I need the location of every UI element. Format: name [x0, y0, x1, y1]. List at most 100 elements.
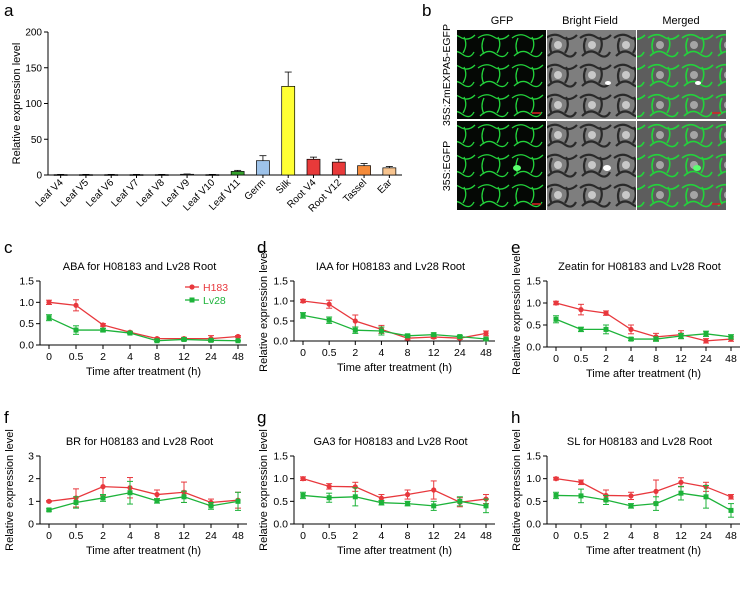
panel-letter-g: g [257, 408, 266, 427]
data-point-h183 [300, 476, 306, 482]
series-line-lv28 [555, 318, 732, 340]
x-tick-label: 8 [653, 530, 659, 542]
data-point-lv28 [352, 494, 358, 500]
data-point-lv28 [46, 315, 52, 321]
legend-label: H183 [203, 282, 228, 294]
column-label-merged: Merged [662, 15, 699, 27]
data-point-h183 [100, 322, 106, 328]
data-point-lv28 [154, 498, 160, 504]
x-tick-label: 0.5 [322, 347, 337, 359]
series-line-lv28 [555, 492, 732, 511]
brightfield-spot-zmexpa5 [605, 81, 611, 85]
data-point-h183 [73, 302, 79, 308]
image-brightfield-zmexpa5 [547, 30, 636, 119]
line-chart-h: SL for H08183 and Lv28 Root 0.0 0.5 1.0 1.5 0… [511, 429, 740, 557]
y-tick-label: 0.0 [19, 340, 34, 352]
data-point-lv28 [300, 312, 306, 318]
x-tick-label: 48 [480, 530, 492, 542]
y-tick-label: 1.5 [526, 451, 541, 463]
x-tick-label: 4 [379, 347, 385, 359]
y-axis-label: Relative expression level [11, 43, 23, 165]
data-point-lv28 [326, 317, 332, 323]
x-axis-label: Time after treatment (h) [337, 362, 452, 374]
data-point-lv28 [46, 507, 52, 513]
data-point-lv28 [553, 316, 559, 322]
bar [256, 160, 270, 176]
x-tick-label: 0 [46, 351, 52, 363]
x-tick-label: 4 [127, 530, 133, 542]
data-point-lv28 [431, 503, 437, 509]
data-point-h183 [628, 326, 634, 332]
data-point-lv28 [578, 326, 584, 332]
y-tick-label: 1.0 [19, 297, 34, 309]
x-tick-label: 48 [232, 530, 244, 542]
y-tick-label: 0.5 [19, 318, 34, 330]
series-line-lv28 [302, 494, 487, 507]
line-chart-e: Zeatin for H08183 and Lv28 Root 0.0 0.5 1.0… [511, 253, 740, 380]
x-tick-label: 48 [480, 347, 492, 359]
data-point-lv28 [181, 494, 187, 500]
x-tick-label: 2 [352, 530, 358, 542]
data-point-lv28 [352, 327, 358, 333]
x-tick-label: 0 [553, 353, 559, 365]
data-point-lv28 [703, 331, 709, 337]
x-axis-label: Time after treatment (h) [86, 366, 201, 378]
x-tick-label: 12 [178, 530, 190, 542]
x-tick-label: Ear [376, 177, 395, 196]
y-tick-label: 0.0 [526, 519, 541, 531]
data-point-lv28 [703, 494, 709, 500]
chart-title: Zeatin for H08183 and Lv28 Root [558, 261, 721, 273]
bar [230, 171, 245, 176]
x-tick-label: Germ [243, 177, 268, 202]
data-point-h183 [578, 307, 584, 313]
x-tick-label: 0.5 [69, 351, 84, 363]
panel-letter-b: b [422, 1, 431, 20]
x-tick-label: 8 [154, 530, 160, 542]
y-axis-label: Relative expression level [4, 429, 16, 551]
x-axis-label: Time after treatment (h) [86, 545, 201, 557]
x-tick-label: 2 [603, 353, 609, 365]
data-point-lv28 [378, 328, 384, 334]
x-tick-label: 24 [454, 347, 466, 359]
x-axis-label: Time after treatment (h) [337, 545, 452, 557]
y-tick-label: 3 [28, 451, 34, 463]
data-point-h183 [352, 318, 358, 324]
column-label-bright-field: Bright Field [562, 15, 618, 27]
data-point-lv28 [553, 492, 559, 498]
series-line-h183 [555, 302, 732, 342]
y-tick-label: 1.5 [273, 451, 288, 463]
series-line-lv28 [48, 492, 239, 511]
x-tick-label: 48 [725, 530, 737, 542]
data-point-h183 [483, 330, 489, 336]
chart-title: BR for H08183 and Lv28 Root [66, 436, 213, 448]
y-tick-label: 1.5 [526, 276, 541, 288]
x-tick-label: 0 [553, 530, 559, 542]
data-point-h183 [46, 299, 52, 305]
data-point-lv28 [483, 503, 489, 509]
data-point-lv28 [431, 332, 437, 338]
data-point-lv28 [603, 326, 609, 332]
data-point-h183 [678, 479, 684, 485]
y-tick-label: 1.0 [526, 473, 541, 485]
data-point-lv28 [483, 336, 489, 342]
y-tick-label: 0.0 [273, 519, 288, 531]
x-tick-label: 12 [428, 530, 440, 542]
series-line-lv28 [302, 314, 487, 340]
y-tick-label: 0.5 [273, 496, 288, 508]
data-point-lv28 [326, 495, 332, 501]
microscopy-panel: GFP Bright Field Merged 35S:ZmEXPA5-EGFP… [441, 15, 726, 210]
data-point-lv28 [405, 333, 411, 339]
y-tick-label: 1.0 [273, 473, 288, 485]
x-tick-label: 2 [100, 530, 106, 542]
panel-letter-h: h [511, 408, 520, 427]
x-tick-label: 2 [603, 530, 609, 542]
line-chart-g: GA3 for H08183 and Lv28 Root 0.0 0.5 1.0 1.5… [258, 429, 495, 557]
data-point-lv28 [728, 507, 734, 513]
y-tick-label: 1.5 [19, 276, 34, 288]
data-point-lv28 [127, 330, 133, 336]
data-point-lv28 [628, 503, 634, 509]
y-tick-label: 200 [25, 28, 42, 39]
y-tick-label: 50 [31, 135, 43, 146]
data-point-lv28 [578, 493, 584, 499]
x-tick-label: 8 [405, 347, 411, 359]
